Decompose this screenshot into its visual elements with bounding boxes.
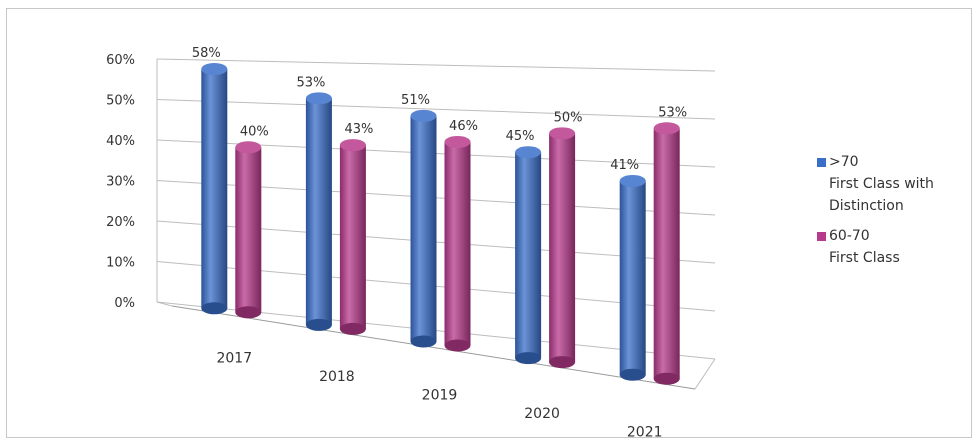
bar-top — [235, 141, 262, 154]
bar-base — [619, 368, 646, 381]
legend-label-line: First Class — [829, 250, 900, 266]
bar-body — [549, 133, 576, 363]
bar-top — [305, 92, 332, 105]
legend-label: 60-70 First Class — [829, 225, 900, 269]
legend-swatch — [817, 158, 826, 167]
data-label: 46% — [449, 119, 478, 134]
data-label: 40% — [240, 124, 269, 139]
bar-top — [515, 146, 542, 159]
data-label: 53% — [296, 75, 325, 90]
bar-body — [619, 180, 646, 375]
bar-top — [201, 63, 228, 76]
bar-base — [201, 302, 228, 315]
data-label: 43% — [344, 122, 373, 137]
legend-item: >70 First Class with Distinction — [817, 151, 934, 217]
x-tick-label: 2019 — [422, 388, 458, 404]
bar-base — [549, 356, 576, 369]
bar-body — [410, 115, 437, 342]
gridline — [156, 58, 716, 72]
bar-top — [653, 122, 680, 135]
bar-base — [235, 306, 262, 319]
bar-base — [444, 339, 471, 352]
data-label: 53% — [658, 105, 687, 120]
floor-edge — [156, 301, 173, 307]
bar-top — [619, 174, 646, 187]
data-label: 41% — [610, 158, 639, 173]
data-label: 50% — [554, 110, 583, 125]
floor-front-edge — [171, 305, 696, 390]
y-tick-label: 10% — [106, 256, 135, 271]
bar-body — [339, 145, 366, 329]
y-tick-label: 20% — [106, 215, 135, 230]
bar-base — [339, 322, 366, 335]
legend-label-line: First Class with — [829, 176, 934, 192]
floor-edge — [694, 358, 716, 390]
bar-top — [339, 139, 366, 152]
chart-legend: >70 First Class with Distinction 60-70 First… — [817, 151, 934, 277]
bar-body — [305, 98, 332, 325]
x-tick-label: 2021 — [627, 425, 663, 437]
x-tick-label: 2020 — [524, 406, 560, 422]
x-tick-label: 2017 — [216, 350, 252, 366]
data-label: 58% — [192, 46, 221, 61]
legend-label: >70 First Class with Distinction — [829, 151, 934, 217]
bar-top — [549, 127, 576, 140]
y-tick-label: 0% — [114, 296, 135, 311]
legend-item: 60-70 First Class — [817, 225, 934, 269]
y-tick-label: 40% — [106, 134, 135, 149]
legend-label-line: 60-70 — [829, 228, 870, 244]
y-tick-label: 50% — [106, 94, 135, 109]
legend-label-line: Distinction — [829, 198, 904, 214]
bar-base — [305, 318, 332, 331]
bar-body — [444, 141, 471, 346]
data-label: 45% — [506, 129, 535, 144]
chart-frame: 0% 10% 20% 30% 40% 50% 60% 2017 58% 40% 2018 53% 43%… — [6, 8, 972, 438]
bar-body — [515, 152, 542, 359]
gridline — [156, 99, 716, 120]
bar-body — [201, 69, 228, 309]
y-tick-label: 60% — [106, 53, 135, 68]
legend-swatch — [817, 232, 826, 241]
bar-base — [653, 372, 680, 385]
y-tick-label: 30% — [106, 175, 135, 190]
bar-base — [515, 352, 542, 365]
x-tick-label: 2018 — [319, 369, 355, 385]
bar-top — [444, 135, 471, 148]
bar-body — [653, 128, 680, 379]
legend-label-line: >70 — [829, 154, 859, 170]
bar-base — [410, 335, 437, 348]
bar-top — [410, 109, 437, 122]
data-label: 51% — [401, 93, 430, 108]
bar-body — [235, 147, 262, 313]
bar-chart: 0% 10% 20% 30% 40% 50% 60% 2017 58% 40% 2018 53% 43%… — [106, 46, 716, 437]
